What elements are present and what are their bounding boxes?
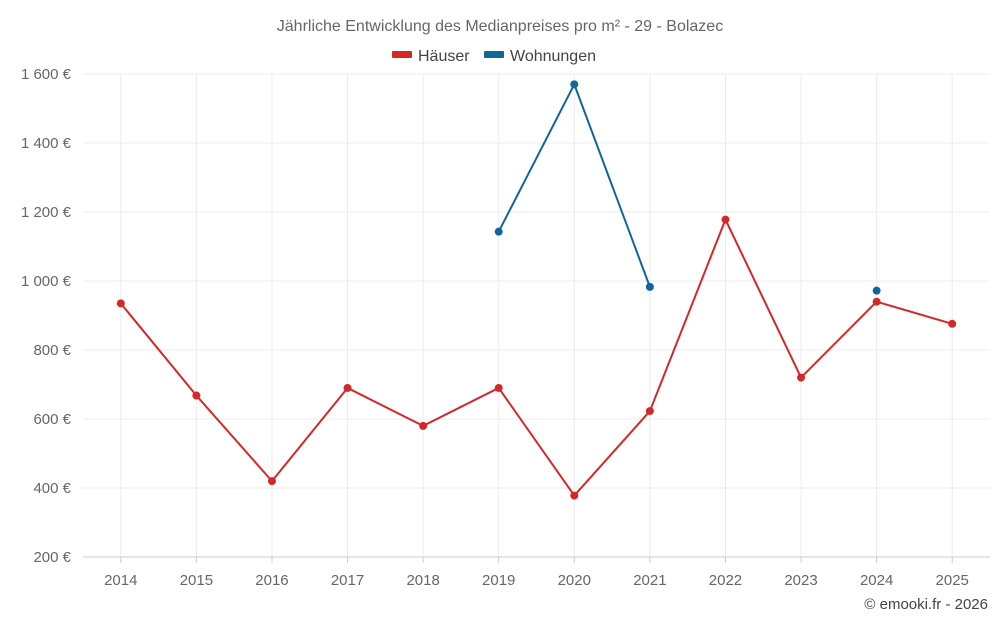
y-tick-label: 600 € bbox=[33, 411, 71, 428]
y-tick-label: 400 € bbox=[33, 480, 71, 497]
grid bbox=[83, 73, 990, 557]
y-tick-label: 1 200 € bbox=[21, 204, 72, 221]
x-tick-label: 2024 bbox=[860, 572, 893, 589]
x-tick-label: 2020 bbox=[558, 572, 591, 589]
data-point[interactable] bbox=[721, 215, 730, 224]
y-tick-label: 1 400 € bbox=[21, 135, 72, 152]
y-tick-label: 1 000 € bbox=[21, 273, 72, 290]
data-point[interactable] bbox=[116, 299, 125, 308]
data-point[interactable] bbox=[570, 80, 579, 89]
series-line-0 bbox=[120, 218, 953, 497]
data-point[interactable] bbox=[645, 282, 654, 291]
data-point[interactable] bbox=[872, 297, 881, 306]
data-point[interactable] bbox=[494, 383, 503, 392]
x-tick-label: 2018 bbox=[406, 572, 439, 589]
chart-title: Jährliche Entwicklung des Medianpreises … bbox=[277, 18, 723, 35]
y-tick-label: 1 600 € bbox=[21, 66, 72, 83]
data-point[interactable] bbox=[267, 477, 276, 486]
legend-swatch-haeuser bbox=[392, 51, 412, 58]
y-tick-label: 800 € bbox=[33, 342, 71, 359]
x-tick-label: 2019 bbox=[482, 572, 515, 589]
data-point[interactable] bbox=[872, 286, 881, 295]
y-tick-label: 200 € bbox=[33, 549, 71, 566]
x-tick-label: 2015 bbox=[180, 572, 213, 589]
data-point[interactable] bbox=[419, 421, 428, 430]
data-point[interactable] bbox=[494, 227, 503, 236]
legend-item-haeuser[interactable]: Häuser bbox=[392, 48, 470, 65]
data-point[interactable] bbox=[192, 391, 201, 400]
x-tick-label: 2014 bbox=[104, 572, 137, 589]
x-tick-label: 2023 bbox=[784, 572, 817, 589]
legend-label-wohnungen: Wohnungen bbox=[510, 48, 596, 65]
legend-item-wohnungen[interactable]: Wohnungen bbox=[484, 48, 596, 65]
data-point[interactable] bbox=[570, 491, 579, 500]
x-tick-label: 2022 bbox=[709, 572, 742, 589]
data-point[interactable] bbox=[645, 407, 654, 416]
credit-text: © emooki.fr - 2026 bbox=[864, 596, 988, 613]
legend-swatch-wohnungen bbox=[484, 51, 504, 58]
data-point[interactable] bbox=[948, 319, 957, 328]
x-tick-label: 2025 bbox=[936, 572, 969, 589]
x-tick-label: 2017 bbox=[331, 572, 364, 589]
data-point[interactable] bbox=[343, 383, 352, 392]
legend[interactable]: Häuser Wohnungen bbox=[392, 48, 596, 65]
x-tick-label: 2021 bbox=[633, 572, 666, 589]
x-tick-label: 2016 bbox=[255, 572, 288, 589]
data-point[interactable] bbox=[797, 373, 806, 382]
series bbox=[116, 80, 957, 500]
legend-label-haeuser: Häuser bbox=[418, 48, 470, 65]
axes: 200 € 400 € 600 € 800 € 1 000 € 1 200 € 1 400 … bbox=[21, 66, 990, 589]
